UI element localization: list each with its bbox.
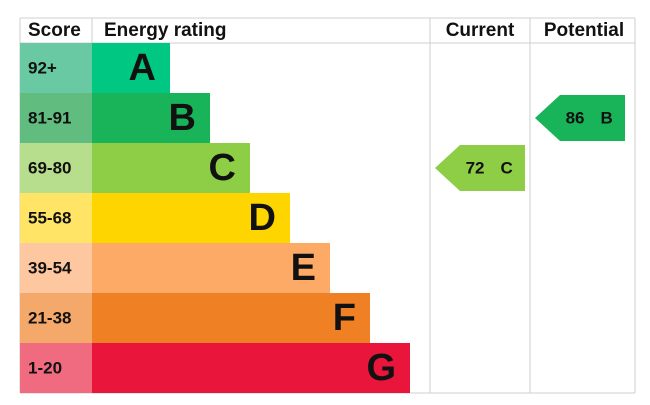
current-arrow [435, 145, 525, 191]
rating-bar [92, 93, 210, 143]
current-score: 72 [466, 158, 485, 177]
score-range: 55-68 [28, 208, 71, 227]
score-range: 92+ [28, 58, 57, 77]
score-range: 81-91 [28, 108, 71, 127]
potential-band: B [601, 108, 613, 127]
current-band: C [501, 158, 513, 177]
score-range: 21-38 [28, 308, 71, 327]
rating-bar [92, 343, 410, 393]
score-header: Score [28, 20, 81, 41]
rating-bar [92, 293, 370, 343]
potential-arrow [535, 95, 625, 141]
score-cell [20, 243, 92, 293]
score-range: 1-20 [28, 358, 62, 377]
potential-score: 86 [566, 108, 585, 127]
potential-header: Potential [544, 20, 624, 41]
rating-letter: F [333, 297, 356, 339]
rating-bar [92, 193, 290, 243]
score-range: 39-54 [28, 258, 72, 277]
rating-header: Energy rating [104, 20, 226, 41]
current-header: Current [446, 20, 515, 41]
score-cell [20, 193, 92, 243]
score-cell [20, 343, 92, 393]
score-cell [20, 293, 92, 343]
rating-bar [92, 43, 170, 93]
rating-letter: B [169, 97, 196, 139]
score-cell [20, 43, 92, 93]
rating-letter: D [249, 197, 276, 239]
rating-letter: A [129, 47, 156, 89]
rating-bar [92, 243, 330, 293]
rating-bar [92, 143, 250, 193]
score-cell [20, 93, 92, 143]
rating-letter: E [291, 247, 316, 289]
rating-letter: C [209, 147, 236, 189]
score-range: 69-80 [28, 158, 71, 177]
rating-letter: G [366, 347, 396, 389]
score-cell [20, 143, 92, 193]
